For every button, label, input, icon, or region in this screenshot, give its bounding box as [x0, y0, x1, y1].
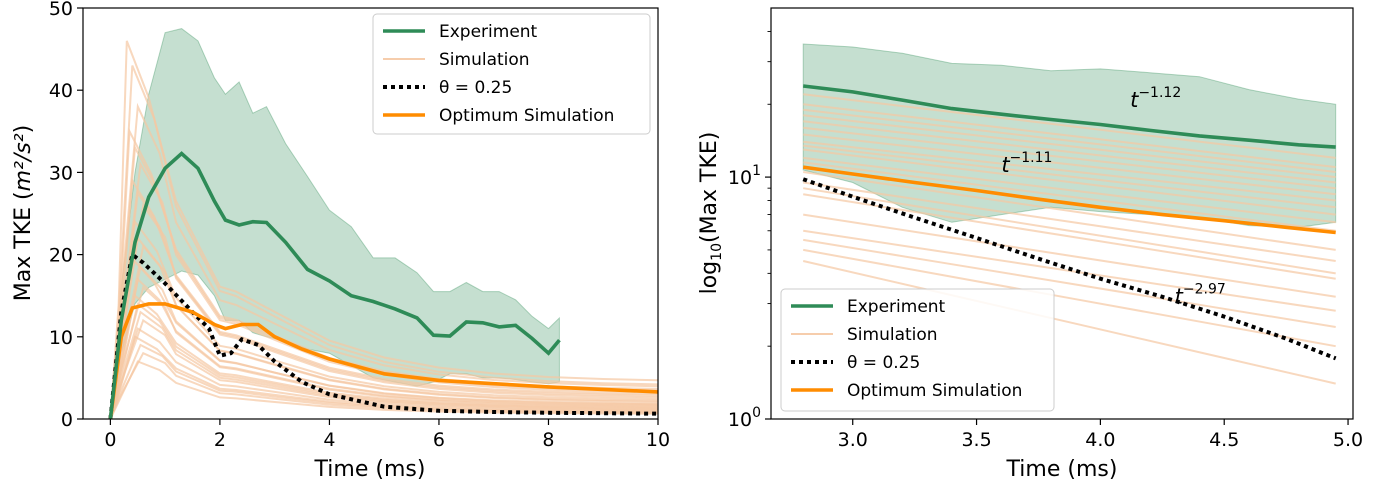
simulation-line [109, 177, 658, 419]
right-chart-plot-area [802, 43, 1337, 385]
x-tick-label: 4.5 [1209, 429, 1239, 451]
simulation-line [803, 148, 1336, 216]
simulation-line [803, 103, 1336, 169]
simulation-line [803, 161, 1336, 232]
simulation-line [109, 327, 658, 419]
simulation-line [803, 93, 1336, 159]
right-legend-box [780, 288, 1055, 412]
y-tick-label: 0 [61, 409, 73, 431]
right-chart-y-ticks: 100 101 [728, 30, 771, 431]
y-tick-label: 20 [49, 245, 73, 267]
legend-label-optimum: Optimum Simulation [439, 106, 614, 126]
y-tick-label: 101 [728, 163, 761, 189]
simulation-line [109, 202, 658, 419]
simulation-line [803, 126, 1336, 190]
x-tick-label: 8 [542, 429, 554, 451]
simulation-line [109, 161, 658, 419]
simulation-line [803, 248, 1336, 348]
left-chart-legend: Experiment Simulation θ = 0.25 Optimum Simu… [372, 13, 651, 135]
right-chart-x-ticks: 3.0 3.5 4.0 4.5 5.0 [838, 419, 1363, 451]
left-chart-axes-frame [82, 7, 659, 420]
left-legend-box [372, 13, 651, 135]
simulation-line [803, 229, 1336, 312]
simulation-line [803, 114, 1336, 179]
legend-label-optimum: Optimum Simulation [847, 381, 1022, 401]
x-tick-label: 0 [104, 429, 116, 451]
left-chart-plot-area [108, 28, 658, 419]
legend-label-theta: θ = 0.25 [847, 353, 920, 373]
x-tick-label: 4 [323, 429, 335, 451]
simulation-line [109, 360, 658, 419]
simulation-line [802, 260, 1336, 385]
theta-line [108, 251, 658, 419]
theta-line [802, 177, 1337, 361]
legend-label-simulation: Simulation [847, 325, 938, 345]
right-chart-x-axis-label: Time (ms) [1006, 457, 1118, 482]
simulation-line [803, 144, 1336, 209]
power-law-annotation: t−2.97 [1175, 282, 1226, 309]
left-chart-x-axis-label: Time (ms) [314, 457, 426, 482]
y-tick-label: 10 [49, 327, 73, 349]
right-chart-legend: Experiment Simulation θ = 0.25 Optimum Simu… [780, 288, 1055, 412]
x-tick-label: 4.0 [1085, 429, 1115, 451]
right-chart-panel: 3.0 3.5 4.0 4.5 5.0 100 101 Time (ms) log10(M… [697, 7, 1363, 482]
simulation-line [803, 193, 1336, 280]
simulation-line [803, 171, 1336, 251]
simulation-line [803, 156, 1336, 224]
power-law-annotation: t−1.12 [1130, 85, 1181, 112]
simulation-line [803, 133, 1336, 196]
legend-label-simulation: Simulation [439, 50, 530, 70]
left-chart-y-axis-label: Max TKE (m²/s²) [11, 125, 36, 301]
x-tick-label: 10 [646, 429, 670, 451]
simulation-line [109, 285, 658, 419]
simulation-line [803, 120, 1336, 184]
legend-label-experiment: Experiment [439, 22, 538, 42]
simulation-line [109, 318, 658, 419]
x-tick-label: 2 [214, 429, 226, 451]
optimum-line [802, 165, 1336, 235]
y-tick-label: 50 [49, 0, 73, 20]
x-tick-label: 3.0 [838, 429, 868, 451]
series-group [108, 28, 658, 419]
y-tick-label: 30 [49, 162, 73, 184]
right-chart-y-axis-label: log10(Max TKE) [697, 132, 725, 295]
legend-label-experiment: Experiment [847, 297, 946, 317]
y-tick-label: 100 [728, 405, 761, 431]
simulation-line [803, 108, 1336, 173]
right-chart-annotations: t−1.12 t−1.11 t−2.97 [1001, 85, 1226, 309]
simulation-line [803, 181, 1336, 262]
experiment-line [802, 84, 1336, 149]
optimum-line [108, 302, 658, 419]
right-chart-axes-frame [770, 7, 1354, 420]
series-group [802, 43, 1337, 385]
simulation-line [803, 187, 1336, 275]
left-chart-panel: 0 2 4 6 8 10 0 10 20 30 40 50 Time (ms) Max TKE (m… [11, 0, 670, 482]
legend-label-theta: θ = 0.25 [439, 78, 512, 98]
power-law-annotation: t−1.11 [1001, 150, 1052, 177]
left-chart-x-ticks: 0 2 4 6 8 10 [104, 419, 670, 451]
x-tick-label: 3.5 [961, 429, 991, 451]
simulation-line [109, 244, 658, 419]
x-tick-label: 5.0 [1333, 429, 1363, 451]
simulation-line [803, 238, 1336, 328]
simulation-line [109, 65, 658, 419]
x-tick-label: 6 [433, 429, 445, 451]
y-tick-label: 40 [49, 80, 73, 102]
simulation-line [109, 40, 658, 419]
left-chart-y-ticks: 0 10 20 30 40 50 [49, 0, 83, 431]
simulation-line [803, 213, 1336, 298]
simulation-line [109, 351, 658, 419]
simulation-line [109, 264, 658, 419]
experiment-line [108, 151, 561, 419]
simulation-line [803, 140, 1336, 202]
simulation-line [109, 102, 658, 419]
